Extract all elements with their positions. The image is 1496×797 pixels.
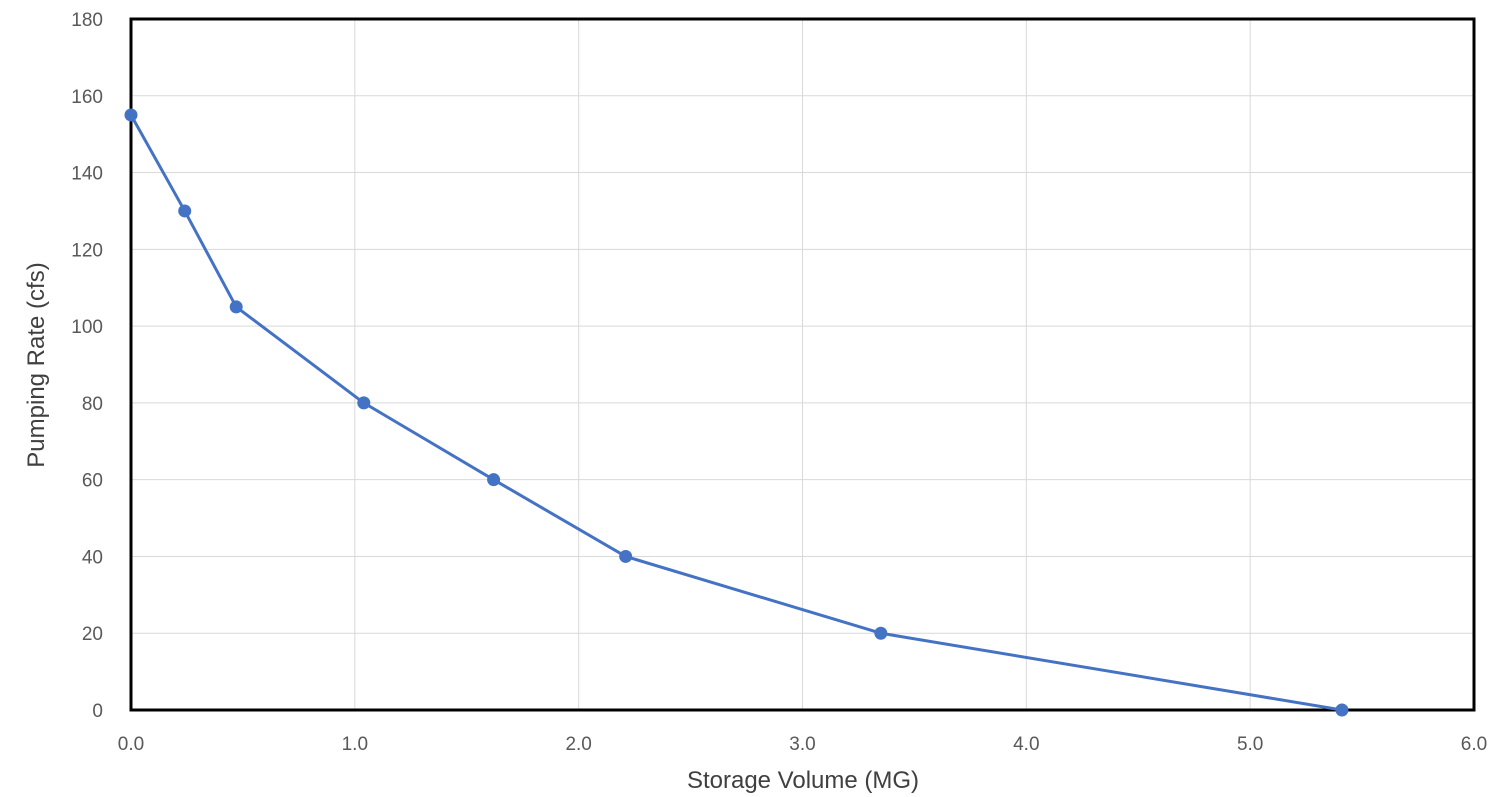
x-tick-label: 4.0: [1013, 734, 1039, 755]
data-point: [487, 473, 501, 487]
series-layer: [124, 108, 1349, 717]
y-tick-label: 140: [71, 164, 103, 185]
y-tick-label: 160: [71, 87, 103, 108]
x-tick-label: 1.0: [342, 734, 368, 755]
y-tick-label: 60: [82, 471, 103, 492]
plot-area-frame: [129, 17, 1476, 712]
x-tick-label: 5.0: [1237, 734, 1263, 755]
y-tick-label: 180: [71, 10, 103, 31]
x-tick-label: 6.0: [1461, 734, 1487, 755]
x-axis-title: Storage Volume (MG): [687, 767, 919, 794]
x-tick-label: 0.0: [118, 734, 144, 755]
y-tick-label: 120: [71, 240, 103, 261]
y-tick-label: 20: [82, 624, 103, 645]
y-axis-title: Pumping Rate (cfs): [23, 262, 50, 467]
y-axis-tick-labels: 0 20 40 60 80 100 120 140 160 180: [71, 10, 103, 722]
x-axis-tick-labels: 0.0 1.0 2.0 3.0 4.0 5.0 6.0: [118, 734, 1487, 755]
x-tick-label: 2.0: [565, 734, 591, 755]
y-tick-label: 80: [82, 394, 103, 415]
data-point: [1335, 703, 1349, 717]
data-point: [178, 204, 192, 218]
data-point: [124, 108, 138, 122]
data-point: [229, 300, 243, 314]
y-tick-label: 40: [82, 547, 103, 568]
y-tick-label: 100: [71, 317, 103, 338]
x-tick-label: 3.0: [789, 734, 815, 755]
data-point: [874, 626, 888, 640]
data-point: [619, 549, 633, 563]
y-tick-label: 0: [92, 701, 103, 722]
series-line: [129, 114, 1343, 712]
data-point: [357, 396, 371, 410]
